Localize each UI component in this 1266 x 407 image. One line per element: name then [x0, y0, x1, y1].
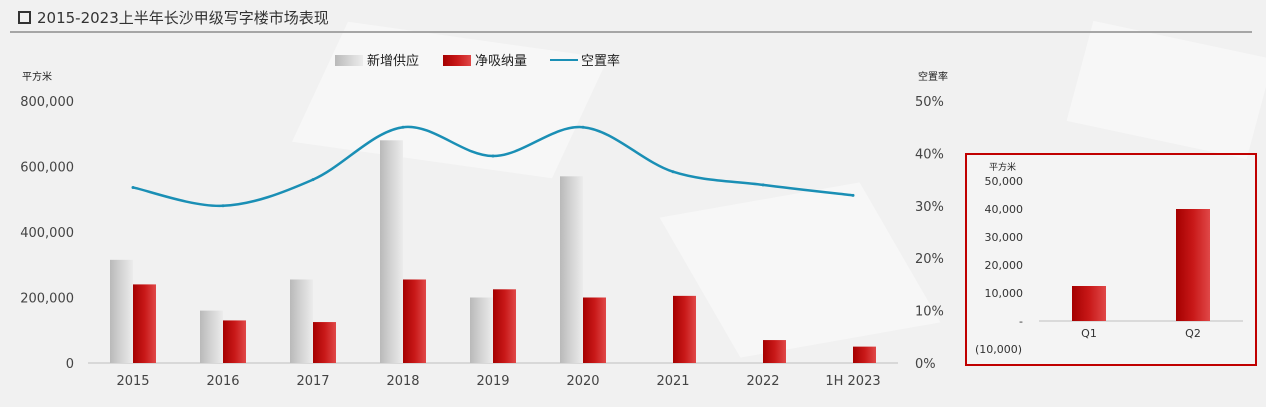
legend-label-supply: 新增供应 — [367, 53, 419, 69]
y-tick-label-right: 20% — [915, 252, 944, 267]
inset-y-tick-label: 30,000 — [985, 231, 1024, 244]
y-tick-label-left: 800,000 — [20, 95, 74, 110]
vacancy-point-2022 — [761, 183, 765, 187]
bar-absorption-2015 — [133, 284, 156, 363]
x-tick-label: 2021 — [656, 374, 689, 389]
legend-swatch-supply — [335, 55, 363, 66]
y-axis-unit-right: 空置率 — [918, 70, 948, 83]
bar-absorption-2021 — [673, 295, 696, 363]
legend-label-vacancy: 空置率 — [581, 53, 620, 69]
bar-absorption-2018 — [403, 279, 426, 363]
inset-y-tick-label: 50,000 — [985, 175, 1024, 188]
x-tick-label: 2015 — [116, 374, 149, 389]
inset-y-tick-label: - — [1019, 315, 1023, 328]
y-tick-label-left: 0 — [66, 357, 74, 372]
bar-absorption-2020 — [583, 297, 606, 363]
bar-supply-2015 — [110, 259, 133, 363]
header-divider — [10, 31, 1252, 33]
bar-supply-2020 — [560, 176, 583, 363]
y-tick-label-right: 40% — [915, 147, 944, 162]
y-tick-label-left: 200,000 — [20, 292, 74, 307]
vacancy-point-2017 — [311, 178, 315, 182]
inset-x-tick-label: Q2 — [1185, 327, 1201, 340]
bar-supply-2019 — [470, 297, 493, 363]
vacancy-point-1H-2023 — [851, 193, 855, 197]
bar-absorption-2022 — [763, 340, 786, 363]
vacancy-point-2016 — [221, 204, 225, 208]
inset-y-axis-unit: 平方米 — [989, 161, 1016, 173]
y-tick-label-right: 30% — [915, 200, 944, 215]
inset-bar-Q1 — [1072, 286, 1106, 321]
chart-legend: 新增供应 净吸纳量 空置率 — [335, 53, 620, 69]
y-tick-label-right: 50% — [915, 95, 944, 110]
y-axis-unit-left: 平方米 — [22, 70, 52, 83]
legend-label-absorption: 净吸纳量 — [475, 54, 527, 69]
vacancy-point-2019 — [491, 154, 495, 158]
x-tick-label: 2016 — [206, 374, 239, 389]
x-tick-label: 1H 2023 — [825, 374, 880, 389]
y-tick-label-left: 600,000 — [20, 161, 74, 176]
bar-absorption-2019 — [493, 289, 516, 363]
x-tick-label: 2019 — [476, 374, 509, 389]
bar-supply-2017 — [290, 279, 313, 363]
inset-panel: 平方米 (10,000) - 10,000 20,000 30,000 40,000 50,… — [965, 153, 1257, 366]
x-tick-label: 2020 — [566, 374, 599, 389]
x-tick-label: 2022 — [746, 374, 779, 389]
y-tick-label-left: 400,000 — [20, 226, 74, 241]
inset-x-tick-label: Q1 — [1081, 327, 1097, 340]
inset-y-tick-label: 40,000 — [985, 203, 1024, 216]
bar-supply-2018 — [380, 140, 403, 363]
x-tick-label: 2017 — [296, 374, 329, 389]
y-tick-label-right: 10% — [915, 305, 944, 320]
header: 2015-2023上半年长沙甲级写字楼市场表现 — [18, 6, 329, 28]
bar-absorption-1H-2023 — [853, 346, 876, 363]
y-tick-label-right: 0% — [915, 357, 936, 372]
inset-chart: 平方米 (10,000) - 10,000 20,000 30,000 40,000 50,… — [975, 161, 1243, 356]
bar-supply-2016 — [200, 310, 223, 363]
vacancy-rate-line — [132, 125, 854, 208]
bar-absorption-2016 — [223, 320, 246, 363]
x-tick-label: 2018 — [386, 374, 419, 389]
vacancy-point-2018 — [401, 125, 405, 129]
vacancy-point-2015 — [131, 185, 135, 189]
inset-y-tick-label: 20,000 — [985, 259, 1024, 272]
inset-y-tick-label: (10,000) — [975, 343, 1022, 356]
bar-absorption-2017 — [313, 322, 336, 363]
legend-swatch-absorption — [443, 55, 471, 66]
vacancy-point-2021 — [671, 170, 675, 174]
square-bullet-icon — [18, 10, 31, 24]
page-title: 2015-2023上半年长沙甲级写字楼市场表现 — [37, 8, 329, 27]
vacancy-point-2020 — [581, 125, 585, 129]
inset-y-tick-label: 10,000 — [985, 287, 1024, 300]
inset-bar-Q2 — [1176, 209, 1210, 321]
